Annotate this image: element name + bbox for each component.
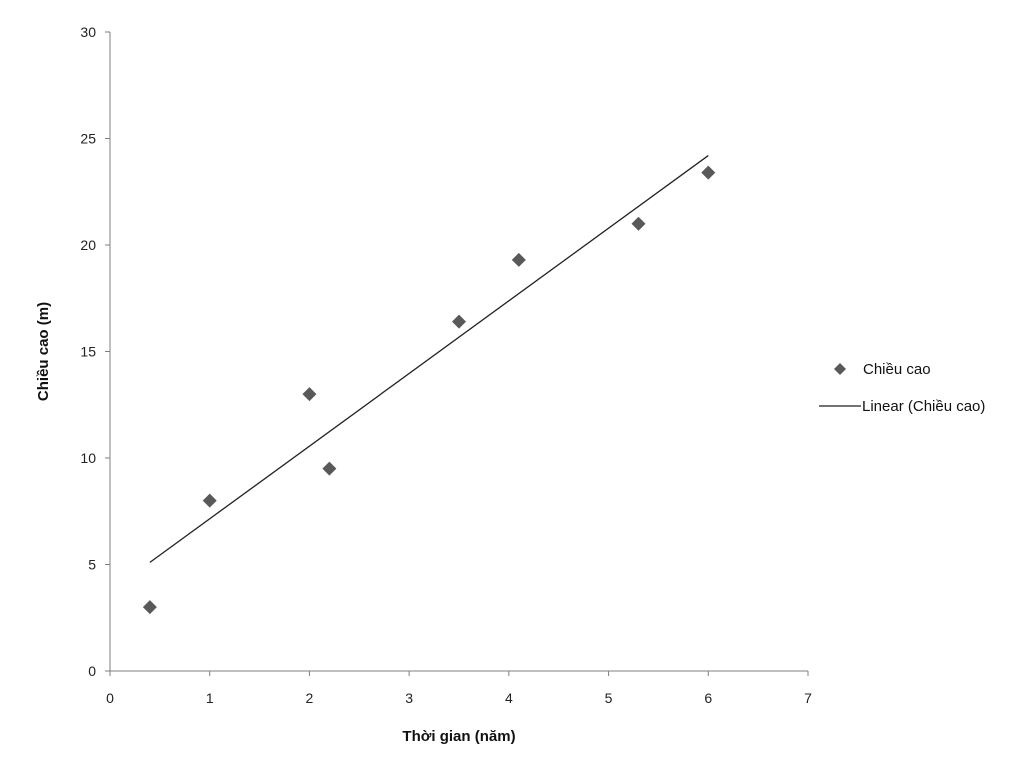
data-points — [142, 165, 716, 615]
x-axis-title: Thời gian (năm) — [402, 728, 515, 745]
y-axis-title: Chiều cao (m) — [35, 302, 52, 401]
x-tick-label: 7 — [804, 690, 812, 706]
y-tick-label: 0 — [88, 663, 96, 679]
x-tick-label: 3 — [405, 690, 413, 706]
trendline-group — [149, 155, 709, 563]
data-point — [322, 461, 337, 476]
y-tick-label: 30 — [80, 24, 96, 40]
x-tick-label: 4 — [505, 690, 513, 706]
data-point — [302, 387, 317, 402]
x-tick-label: 1 — [206, 690, 214, 706]
x-tick-label: 0 — [106, 690, 114, 706]
trendline — [149, 155, 709, 563]
legend-label-series: Chiều cao — [863, 361, 931, 378]
y-tick-label: 20 — [80, 237, 96, 253]
y-tick-label: 5 — [88, 557, 96, 573]
axes — [109, 32, 808, 672]
legend-label-trendline: Linear (Chiều cao) — [862, 398, 985, 415]
x-ticks: 0 1 2 3 4 5 6 7 — [106, 671, 812, 706]
y-tick-label: 15 — [80, 344, 96, 360]
y-ticks: 0 5 10 15 20 25 30 — [80, 24, 110, 679]
data-point — [202, 493, 217, 508]
legend-marker-diamond — [834, 363, 846, 375]
x-tick-label: 6 — [704, 690, 712, 706]
data-point — [511, 252, 526, 267]
legend: Chiều cao Linear (Chiều cao) — [819, 361, 985, 415]
data-point — [452, 314, 466, 329]
x-tick-label: 5 — [605, 690, 613, 706]
data-point — [631, 216, 646, 231]
y-tick-label: 10 — [80, 450, 96, 466]
y-tick-label: 25 — [80, 131, 96, 147]
x-tick-label: 2 — [306, 690, 314, 706]
data-point — [142, 600, 157, 615]
data-point — [701, 165, 716, 180]
